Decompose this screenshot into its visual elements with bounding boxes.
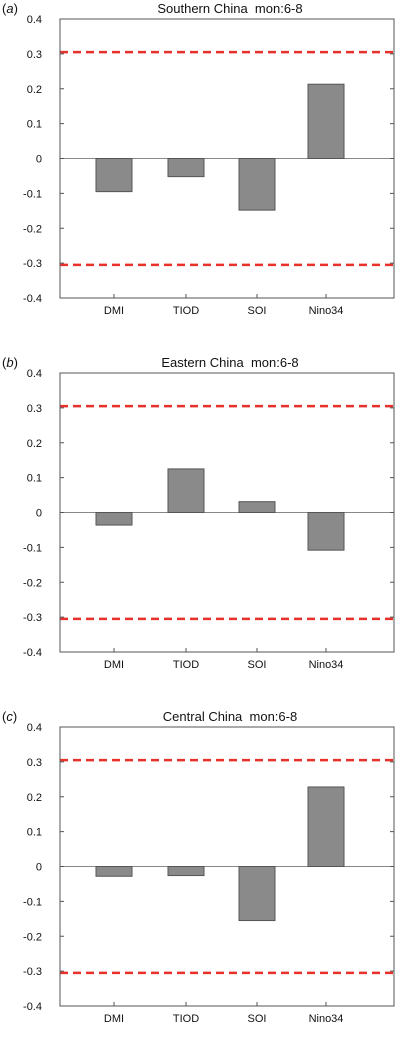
y-tick-label: 0 — [36, 508, 42, 520]
x-tick-label: TIOD — [173, 305, 199, 317]
chart-panel-central-china: (c) Central China mon:6-8 0.4 0.3 0.2 0.1 0 -… — [0, 708, 400, 1048]
y-tick-label: 0.4 — [27, 368, 42, 380]
panel-label-open-paren: ( — [2, 709, 7, 724]
chart-title: Central China mon:6-8 — [162, 709, 298, 724]
y-tick-label: -0.2 — [23, 223, 42, 235]
y-tick-label: 0.3 — [27, 403, 42, 415]
bar-tiod — [167, 468, 205, 513]
bar-chart-svg: 0.4 0.3 0.2 0.1 0 -0.1 -0.2 -0.3 -0.4 DMI TIOD SOI N… — [23, 722, 395, 1025]
y-tick-label: 0 — [36, 154, 42, 166]
panel-label-letter: b — [6, 355, 14, 370]
bar-tiod — [167, 158, 205, 178]
x-tick-label: Nino34 — [309, 659, 344, 671]
bar-soi — [238, 866, 276, 922]
y-tick-label: -0.4 — [23, 293, 42, 305]
panel-label: (a) — [2, 1, 18, 16]
chart-title: Southern China mon:6-8 — [157, 1, 303, 16]
panel-label-close-paren: ) — [13, 1, 18, 16]
x-tick-label: SOI — [248, 659, 267, 671]
y-tick-label: 0.2 — [27, 84, 42, 96]
panel-label: (c) — [2, 709, 17, 724]
bar-chart-svg: 0.4 0.3 0.2 0.1 0 -0.1 -0.2 -0.3 -0.4 DMI TIOD SOI N… — [23, 368, 395, 671]
y-tick-label: 0.1 — [27, 473, 42, 485]
y-tick-label: 0.3 — [27, 757, 42, 769]
bar-nino34 — [307, 786, 345, 867]
bar-dmi — [95, 512, 133, 526]
x-tick-label: Nino34 — [309, 305, 344, 317]
y-tick-label: -0.4 — [23, 647, 42, 659]
chart-title: Eastern China mon:6-8 — [161, 355, 299, 370]
panel-label-open-paren: ( — [2, 1, 7, 16]
y-tick-label: 0.1 — [27, 119, 42, 131]
bar-chart-svg: 0.4 0.3 0.2 0.1 0 -0.1 -0.2 -0.3 -0.4 DMI TIOD SOI N… — [23, 14, 395, 317]
y-tick-label: -0.1 — [23, 188, 42, 200]
bar-soi — [238, 501, 276, 514]
y-tick-label: -0.2 — [23, 931, 42, 943]
panel-label-letter: c — [6, 709, 13, 724]
x-tick-label: DMI — [104, 1013, 124, 1025]
bar-nino34 — [307, 512, 345, 551]
y-tick-label: -0.1 — [23, 542, 42, 554]
bar-dmi — [95, 158, 133, 193]
y-tick-label: -0.3 — [23, 966, 42, 978]
y-tick-label: 0.2 — [27, 792, 42, 804]
x-tick-label: DMI — [104, 305, 124, 317]
chart-panel-eastern-china: (b) Eastern China mon:6-8 0.4 0.3 0.2 0.1 0 -… — [0, 354, 400, 694]
panel-label: (b) — [2, 355, 18, 370]
panel-label-letter: a — [6, 1, 14, 16]
x-tick-label: DMI — [104, 659, 124, 671]
y-tick-label: -0.1 — [23, 896, 42, 908]
y-tick-label: 0.2 — [27, 438, 42, 450]
x-tick-label: TIOD — [173, 1013, 199, 1025]
bar-soi — [238, 158, 276, 211]
x-tick-label: Nino34 — [309, 1013, 344, 1025]
y-tick-label: -0.3 — [23, 612, 42, 624]
x-tick-label: SOI — [248, 305, 267, 317]
y-tick-label: 0 — [36, 862, 42, 874]
y-tick-label: 0.3 — [27, 49, 42, 61]
panel-label-close-paren: ) — [12, 709, 18, 724]
y-tick-label: 0.4 — [27, 722, 42, 734]
y-tick-label: -0.4 — [23, 1001, 42, 1013]
chart-panel-southern-china: (a) Southern China mon:6-8 0.4 0.3 0.2 0.1 0… — [0, 0, 400, 340]
panel-label-close-paren: ) — [13, 355, 18, 370]
bar-tiod — [167, 866, 205, 877]
x-tick-label: SOI — [248, 1013, 267, 1025]
y-tick-label: 0.4 — [27, 14, 42, 26]
bar-nino34 — [307, 83, 345, 159]
panel-label-open-paren: ( — [2, 355, 7, 370]
y-tick-label: -0.3 — [23, 258, 42, 270]
x-tick-label: TIOD — [173, 659, 199, 671]
y-tick-label: -0.2 — [23, 577, 42, 589]
bar-dmi — [95, 866, 133, 877]
y-tick-label: 0.1 — [27, 827, 42, 839]
